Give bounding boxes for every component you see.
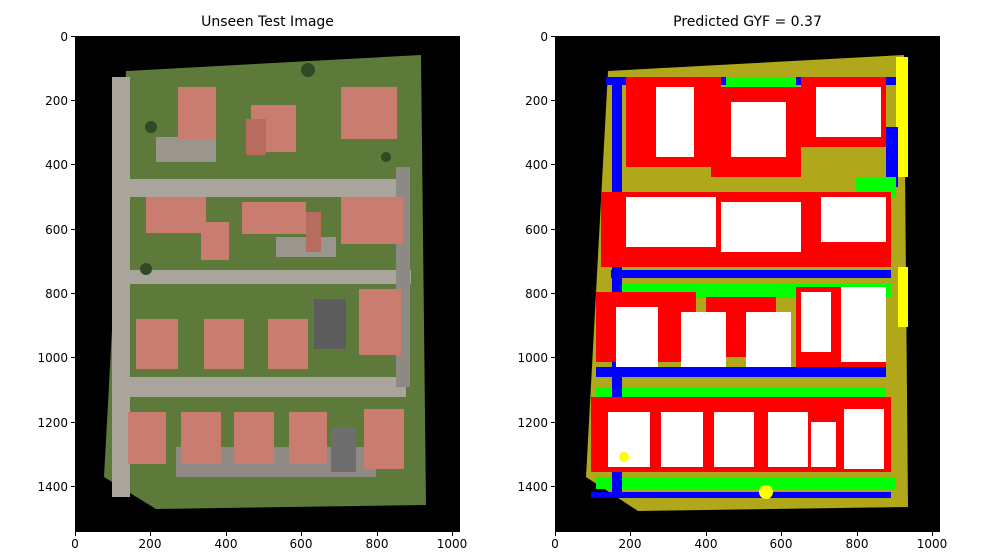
right-xtick-mark <box>932 532 933 536</box>
right-ytick-mark <box>551 164 555 165</box>
right-xtick-mark <box>555 532 556 536</box>
right-ytick: 800 <box>525 287 548 301</box>
left-ytick-mark <box>71 293 75 294</box>
right-ytick-mark <box>551 293 555 294</box>
left-ytick-mark <box>71 229 75 230</box>
right-ytick-mark <box>551 100 555 101</box>
left-ytick: 200 <box>45 94 68 108</box>
left-ytick-mark <box>71 486 75 487</box>
right-ytick-mark <box>551 36 555 37</box>
left-ytick-mark <box>71 422 75 423</box>
left-ytick: 1000 <box>37 351 68 365</box>
right-xtick-mark <box>857 532 858 536</box>
right-xtick: 0 <box>551 537 559 551</box>
right-xtick-mark <box>781 532 782 536</box>
right-ytick-mark <box>551 357 555 358</box>
left-ytick-mark <box>71 357 75 358</box>
right-xtick-mark <box>630 532 631 536</box>
segmentation-map <box>556 37 939 531</box>
right-xtick: 400 <box>694 537 718 551</box>
right-ytick: 0 <box>540 30 548 44</box>
left-xtick-mark <box>226 532 227 536</box>
right-xtick: 800 <box>845 537 869 551</box>
right-ytick: 600 <box>525 223 548 237</box>
left-xtick: 800 <box>365 537 389 551</box>
left-xtick: 1000 <box>436 537 468 551</box>
left-ytick-mark <box>71 36 75 37</box>
right-ytick-mark <box>551 486 555 487</box>
left-panel-title: Unseen Test Image <box>201 14 334 30</box>
segmentation-frame <box>555 36 940 532</box>
left-ytick: 800 <box>45 287 68 301</box>
right-xtick: 600 <box>769 537 793 551</box>
left-ytick: 1200 <box>37 416 68 430</box>
left-ytick-mark <box>71 100 75 101</box>
right-ytick-mark <box>551 422 555 423</box>
left-ytick-mark <box>71 164 75 165</box>
left-ytick: 600 <box>45 223 68 237</box>
left-xtick-mark <box>377 532 378 536</box>
left-xtick: 400 <box>214 537 238 551</box>
right-xtick-mark <box>706 532 707 536</box>
right-ytick-mark <box>551 229 555 230</box>
left-xtick-mark <box>150 532 151 536</box>
aerial-image <box>76 37 459 531</box>
right-ytick: 1200 <box>517 416 548 430</box>
left-ytick: 0 <box>60 30 68 44</box>
left-xtick-mark <box>452 532 453 536</box>
aerial-image-frame <box>75 36 460 532</box>
right-ytick: 1400 <box>517 480 548 494</box>
right-ytick: 200 <box>525 94 548 108</box>
left-xtick: 600 <box>289 537 313 551</box>
left-xtick-mark <box>75 532 76 536</box>
left-xtick-mark <box>301 532 302 536</box>
right-ytick: 1000 <box>517 351 548 365</box>
left-xtick: 200 <box>138 537 162 551</box>
right-panel-title: Predicted GYF = 0.37 <box>673 14 822 30</box>
left-ytick: 400 <box>45 158 68 172</box>
left-ytick: 1400 <box>37 480 68 494</box>
left-xtick: 0 <box>71 537 79 551</box>
right-xtick: 200 <box>618 537 642 551</box>
right-ytick: 400 <box>525 158 548 172</box>
right-xtick: 1000 <box>916 537 948 551</box>
